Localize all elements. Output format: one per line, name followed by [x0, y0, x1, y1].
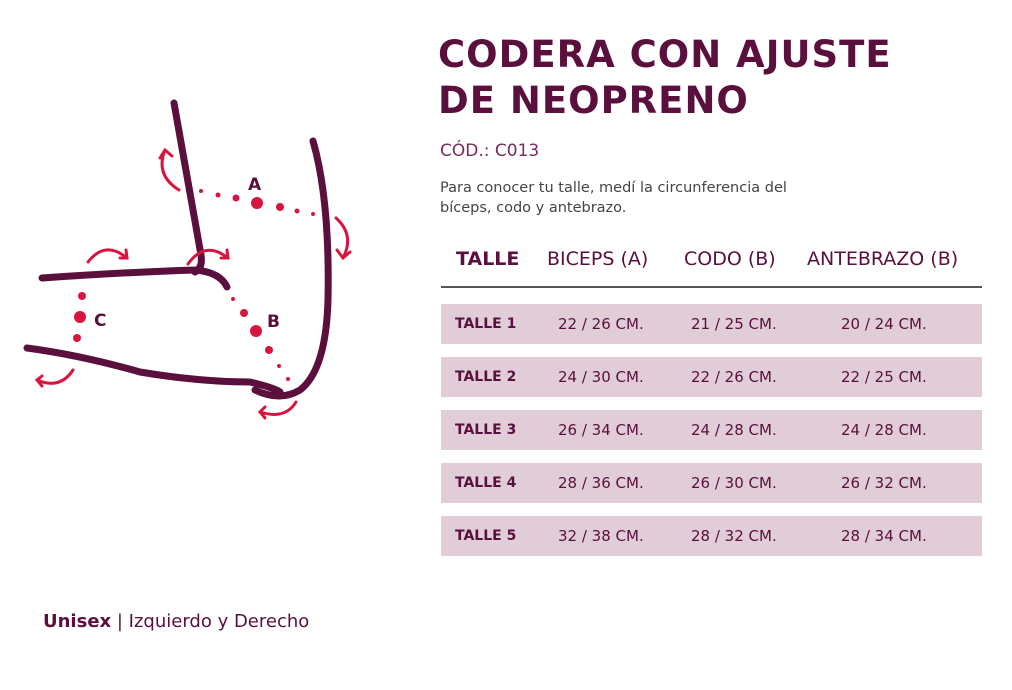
cell-antebrazo: 22 / 25 CM.: [841, 368, 927, 386]
header-codo: CODO (B): [684, 248, 776, 270]
cell-talle: TALLE 3: [455, 422, 517, 438]
cell-biceps: 28 / 36 CM.: [558, 474, 644, 492]
upper-arm-inner-line: [170, 99, 205, 276]
table-row: TALLE 5 32 / 38 CM. 28 / 32 CM. 28 / 34 …: [441, 516, 982, 556]
header-talle: TALLE: [456, 248, 520, 270]
product-title: CODERA CON AJUSTE DE NEOPRENO: [438, 32, 892, 124]
forearm-bottom-line: [23, 344, 284, 396]
cell-biceps: 32 / 38 CM.: [558, 527, 644, 545]
cell-talle: TALLE 1: [455, 316, 517, 332]
elbow-measurement-diagram: A B C: [23, 99, 352, 420]
product-code: CÓD.: C013: [440, 141, 540, 161]
description-line-2: bíceps, codo y antebrazo.: [440, 200, 627, 216]
table-row: TALLE 3 26 / 34 CM. 24 / 28 CM. 24 / 28 …: [441, 410, 982, 450]
cell-talle: TALLE 5: [455, 528, 517, 544]
table-row: TALLE 4 28 / 36 CM. 26 / 30 CM. 26 / 32 …: [441, 463, 982, 503]
cell-antebrazo: 20 / 24 CM.: [841, 315, 927, 333]
cell-biceps: 24 / 30 CM.: [558, 368, 644, 386]
rotation-arrows: [34, 147, 352, 420]
upper-arm-outer-line: [251, 137, 332, 400]
description: Para conocer tu talle, medí la circunfer…: [440, 178, 910, 218]
description-line-1: Para conocer tu talle, medí la circunfer…: [440, 180, 787, 196]
cell-talle: TALLE 4: [455, 475, 517, 491]
cell-biceps: 26 / 34 CM.: [558, 421, 644, 439]
header-divider: [441, 286, 982, 288]
forearm-top-line: [38, 266, 231, 291]
label-a: A: [248, 175, 262, 195]
title-line-1: CODERA CON AJUSTE: [438, 33, 892, 76]
measure-dots: [73, 189, 315, 381]
title-line-2: DE NEOPRENO: [438, 79, 749, 122]
footer-note: Unisex | Izquierdo y Derecho: [43, 611, 309, 632]
header-antebrazo: ANTEBRAZO (B): [807, 248, 959, 270]
cell-codo: 21 / 25 CM.: [691, 315, 777, 333]
cell-codo: 22 / 26 CM.: [691, 368, 777, 386]
cell-codo: 26 / 30 CM.: [691, 474, 777, 492]
header-biceps: BICEPS (A): [547, 248, 649, 270]
label-c: C: [94, 311, 106, 331]
label-b: B: [267, 312, 280, 332]
footer-separator: |: [111, 611, 129, 632]
cell-antebrazo: 24 / 28 CM.: [841, 421, 927, 439]
table-row: TALLE 1 22 / 26 CM. 21 / 25 CM. 20 / 24 …: [441, 304, 982, 344]
cell-antebrazo: 26 / 32 CM.: [841, 474, 927, 492]
cell-codo: 24 / 28 CM.: [691, 421, 777, 439]
table-row: TALLE 2 24 / 30 CM. 22 / 26 CM. 22 / 25 …: [441, 357, 982, 397]
footer-sides: Izquierdo y Derecho: [128, 611, 310, 632]
cell-biceps: 22 / 26 CM.: [558, 315, 644, 333]
cell-talle: TALLE 2: [455, 369, 517, 385]
footer-unisex: Unisex: [43, 611, 112, 632]
cell-antebrazo: 28 / 34 CM.: [841, 527, 927, 545]
cell-codo: 28 / 32 CM.: [691, 527, 777, 545]
